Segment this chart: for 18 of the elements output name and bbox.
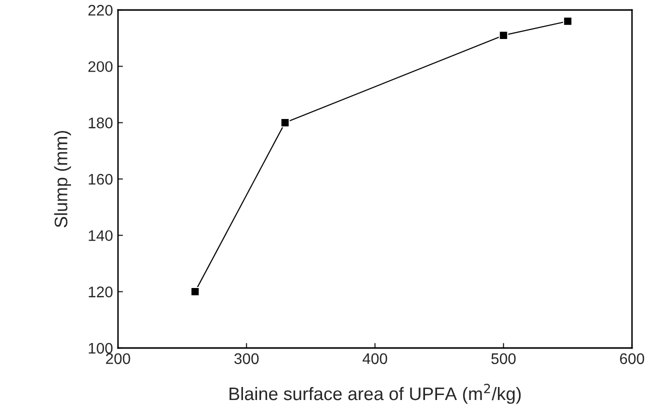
y-tick-label: 180	[88, 118, 113, 128]
x-axis-title: Blaine surface area of UPFA (m$^{2}$/kg)	[230, 384, 521, 404]
x-tick-label: 500	[491, 353, 516, 364]
point	[190, 286, 200, 296]
point	[563, 16, 572, 26]
y-tick-label: 160	[88, 174, 113, 185]
x-tick-label: 200	[106, 353, 130, 364]
y-tick-label: 120	[88, 286, 113, 298]
x-tick-label: 600	[620, 353, 644, 364]
x-tick-label: 300	[234, 353, 259, 364]
y-tick-label: 200	[88, 61, 113, 72]
x-tick-label: 400	[362, 353, 388, 364]
y-tick-label: 140	[88, 230, 113, 242]
point	[280, 118, 290, 128]
y-tick-label: 100	[88, 342, 113, 354]
y-axis-title: Slump (mm)	[54, 130, 71, 228]
point	[498, 30, 508, 40]
y-tick-label: 220	[88, 4, 113, 16]
